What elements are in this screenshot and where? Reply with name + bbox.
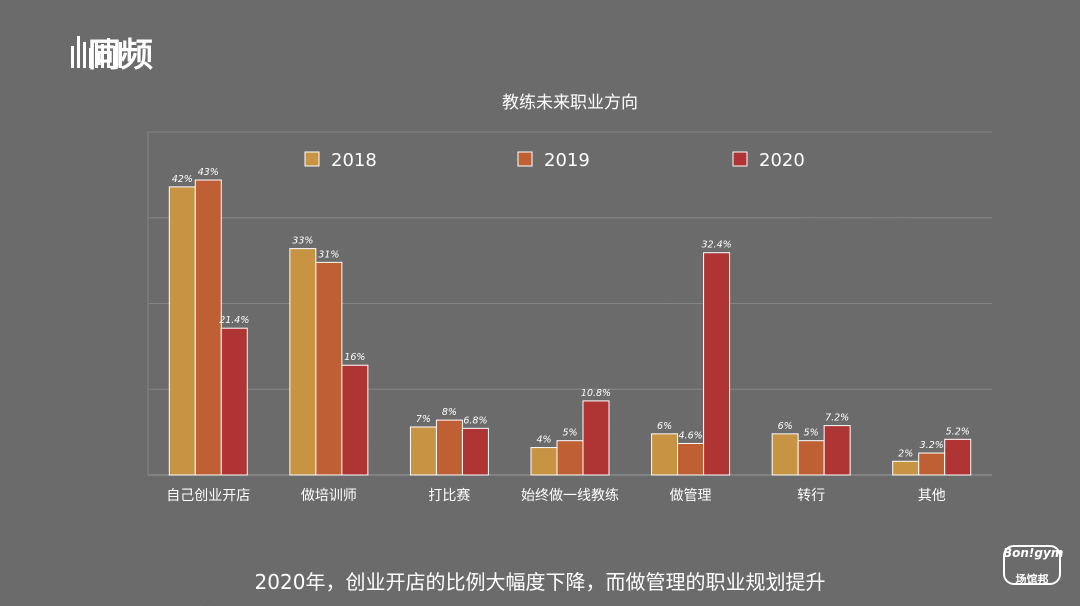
badge-brand-subtext: 场馆邦	[1015, 573, 1049, 586]
data-label-2018: 33%	[292, 236, 313, 247]
data-label-2020: 21.4%	[219, 315, 249, 326]
bar-2018	[651, 433, 679, 476]
data-label-2018: 2%	[898, 448, 913, 459]
bars	[168, 179, 972, 476]
x-tick-label: 做管理	[670, 488, 712, 504]
data-label-2020: 6.8%	[463, 415, 487, 426]
legend-swatch-2019	[517, 151, 533, 167]
bar-2018	[289, 248, 317, 476]
legend-label-2019: 2019	[544, 150, 590, 171]
category-axis: 自己创业开店 做培训师 打比赛 始终做一线教练 做管理 转行 其他	[166, 487, 945, 504]
data-label-2019: 3.2%	[920, 440, 944, 451]
grid-lines	[147, 131, 992, 476]
bar-2019	[315, 261, 343, 476]
legend-label-2020: 2020	[759, 150, 805, 171]
bar-2018	[771, 433, 799, 476]
bar-2020	[703, 252, 731, 476]
data-label-2020: 10.8%	[581, 388, 611, 399]
legend-swatch-2020	[732, 151, 748, 167]
data-label-2020: 5.2%	[946, 426, 970, 437]
x-tick-label: 自己创业开店	[166, 488, 250, 504]
bar-2020	[341, 364, 369, 476]
bar-2018	[409, 426, 437, 476]
data-label-2018: 4%	[536, 435, 551, 446]
data-label-2019: 5%	[562, 428, 577, 439]
bar-2019	[435, 419, 463, 476]
badge-brand-text: Bon!gym	[1003, 546, 1064, 560]
brand-logo-text: 同频	[88, 35, 153, 74]
data-label-2020: 16%	[344, 352, 365, 363]
bongym-badge-icon	[1003, 545, 1061, 585]
bar-2019	[918, 452, 946, 476]
data-label-2019: 8%	[442, 407, 457, 418]
bar-2020	[220, 327, 248, 476]
data-label-2019: 4.6%	[679, 430, 703, 441]
data-label-2020: 32.4%	[701, 240, 731, 251]
bar-2020	[461, 427, 489, 476]
bar-2019	[556, 440, 584, 476]
data-label-2019: 5%	[804, 428, 819, 439]
data-label-2019: 43%	[198, 167, 219, 178]
data-label-2018: 6%	[778, 421, 793, 432]
bar-2018	[530, 447, 558, 476]
data-label-2018: 42%	[172, 174, 193, 185]
bar-2019	[194, 179, 222, 476]
x-tick-label: 其他	[918, 488, 946, 504]
x-tick-label: 做培训师	[301, 488, 357, 504]
legend: 2018 2019 2020	[304, 150, 805, 171]
data-label-2020: 7.2%	[825, 413, 849, 424]
footer-caption: 2020年，创业开店的比例大幅度下降，而做管理的职业规划提升	[254, 570, 826, 594]
chart-title: 教练未来职业方向	[502, 93, 638, 113]
data-label-2019: 31%	[318, 249, 339, 260]
data-label-2018: 7%	[416, 414, 431, 425]
data-label-2018: 6%	[657, 421, 672, 432]
bar-2018	[892, 460, 920, 476]
bar-2020	[944, 438, 972, 476]
decorative-dots-pattern	[0, 219, 1080, 606]
bar-2019	[797, 440, 825, 476]
x-tick-label: 始终做一线教练	[521, 488, 619, 504]
bar-2019	[677, 442, 705, 476]
legend-label-2018: 2018	[331, 150, 377, 171]
legend-swatch-2018	[304, 151, 320, 167]
bar-2018	[168, 186, 196, 476]
bar-2020	[582, 400, 610, 476]
x-tick-label: 转行	[797, 488, 825, 504]
x-tick-label: 打比赛	[428, 487, 470, 504]
waveform-logo-icon	[71, 36, 122, 68]
data-labels: 42% 43% 21.4% 33% 31% 16% 7% 8% 6.8% 4% 5% 10.8% 6% 4…	[172, 167, 970, 459]
bar-2020	[823, 425, 851, 476]
